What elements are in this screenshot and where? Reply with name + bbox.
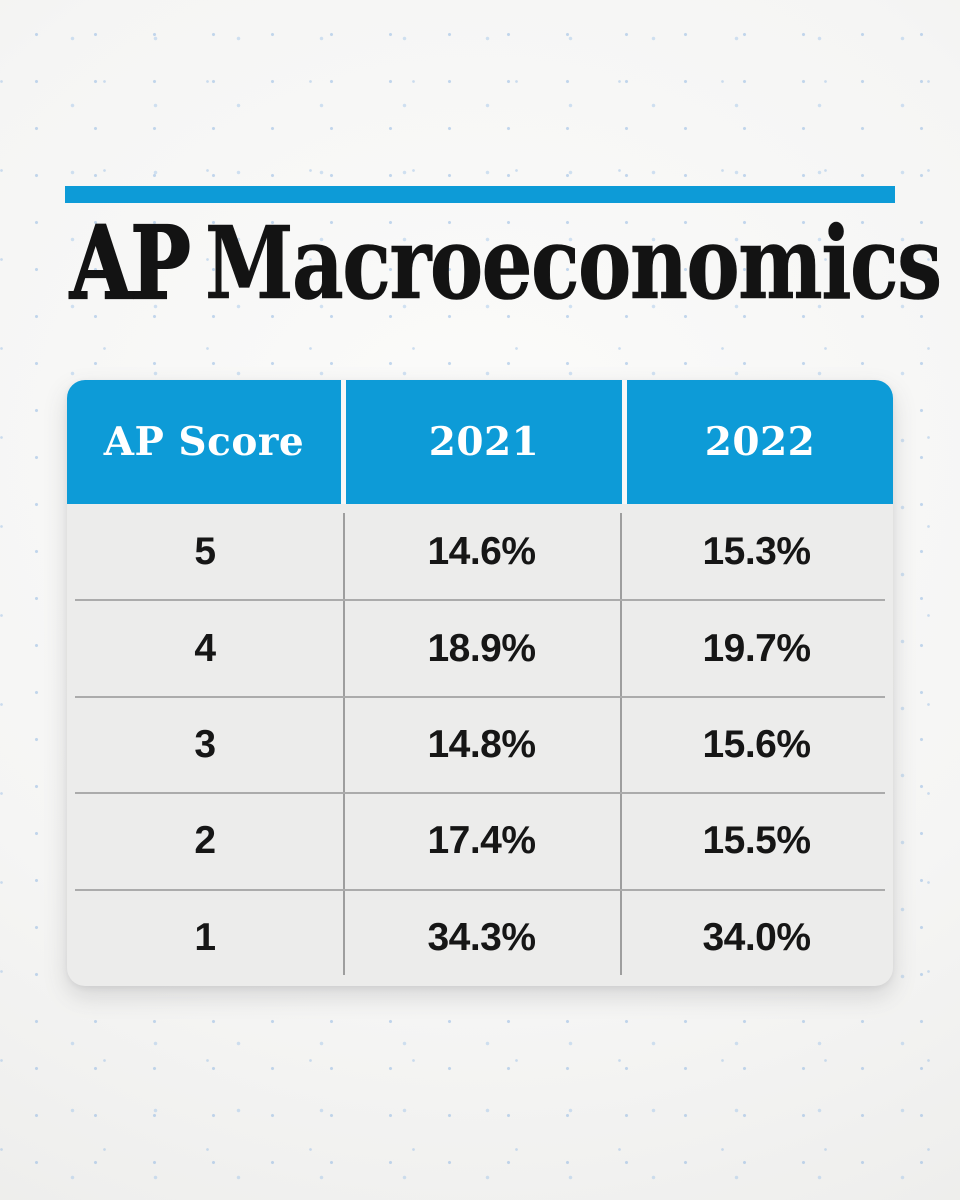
table-row: 5 14.6% 15.3% [67, 504, 893, 600]
cell-score: 2 [194, 819, 216, 863]
row-divider [75, 889, 885, 891]
page-title-ap: AP [69, 204, 191, 322]
column-header-ap-score: AP Score [67, 380, 341, 504]
cell-score: 1 [194, 915, 216, 959]
table-body: 5 14.6% 15.3% 4 18.9% 19.7% 3 14.8% 15.6… [67, 504, 893, 986]
cell-2022-value: 15.6% [702, 723, 811, 767]
table-row: 1 34.3% 34.0% [67, 890, 893, 986]
table-row: 3 14.8% 15.6% [67, 697, 893, 793]
table-row: 4 18.9% 19.7% [67, 600, 893, 696]
cell-2022-value: 34.0% [702, 915, 811, 959]
cell-score: 3 [194, 723, 216, 767]
score-distribution-table: AP Score 2021 2022 5 14.6% 15.3% 4 18.9%… [67, 380, 893, 986]
cell-2022-value: 15.5% [702, 819, 811, 863]
page-title-rest: Macroeconomics [205, 204, 943, 322]
cell-2021-value: 17.4% [427, 819, 536, 863]
row-divider [75, 696, 885, 698]
column-divider [620, 513, 622, 975]
page-title: AP Macroeconomics [69, 212, 942, 314]
cell-score: 4 [194, 626, 216, 670]
row-divider [75, 599, 885, 601]
table-header-row: AP Score 2021 2022 [67, 380, 893, 504]
table-row: 2 17.4% 15.5% [67, 793, 893, 889]
title-accent-bar [65, 186, 895, 203]
cell-2021-value: 18.9% [427, 626, 536, 670]
column-header-2022: 2022 [627, 380, 893, 504]
cell-2021-value: 34.3% [427, 915, 536, 959]
cell-2022-value: 19.7% [702, 626, 811, 670]
cell-score: 5 [194, 530, 216, 574]
cell-2021-value: 14.8% [427, 723, 536, 767]
row-divider [75, 792, 885, 794]
column-header-2021: 2021 [346, 380, 622, 504]
column-divider [343, 513, 345, 975]
cell-2021-value: 14.6% [427, 530, 536, 574]
cell-2022-value: 15.3% [702, 530, 811, 574]
